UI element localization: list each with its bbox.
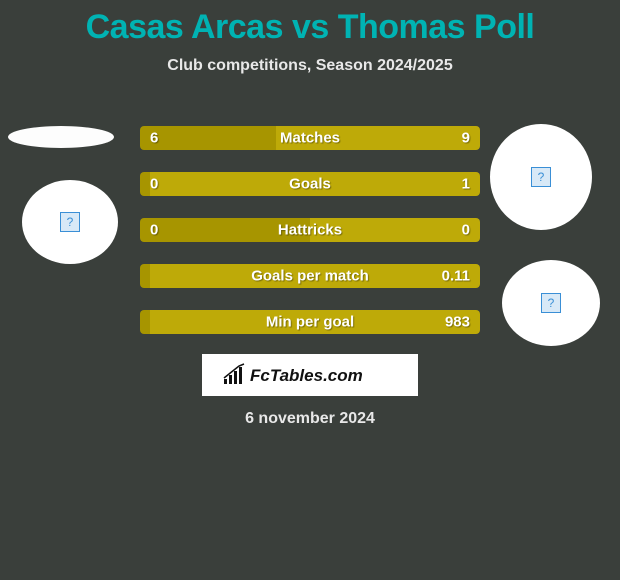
stat-value-right: 983 <box>445 314 470 331</box>
stat-label: Hattricks <box>278 222 342 239</box>
subtitle: Club competitions, Season 2024/2025 <box>0 57 620 75</box>
stat-bar-left-segment <box>140 264 150 288</box>
fctables-logo-icon: FcTables.com <box>220 361 400 389</box>
comparison-bars: 6 9 Matches 0 1 Goals 0 0 Hattricks 0.11 Goals per… <box>140 126 480 356</box>
vs-label: vs <box>292 8 329 46</box>
stat-label: Goals <box>289 176 331 193</box>
stat-label: Min per goal <box>266 314 354 331</box>
avatar-placeholder-icon: ? <box>60 212 80 232</box>
stat-value-left: 6 <box>150 130 158 147</box>
stat-bar: 0.11 Goals per match <box>140 264 480 288</box>
player1-avatar: ? <box>22 180 118 264</box>
stat-bar-left-segment <box>140 310 150 334</box>
avatar-placeholder-icon: ? <box>541 293 561 313</box>
stat-value-right: 1 <box>462 176 470 193</box>
decor-ellipse <box>8 126 114 148</box>
stat-value-right: 0.11 <box>442 268 470 285</box>
stat-label: Matches <box>280 130 340 147</box>
svg-text:FcTables.com: FcTables.com <box>250 366 363 385</box>
page-title: Casas Arcas vs Thomas Poll <box>0 0 620 47</box>
stat-value-left: 0 <box>150 176 158 193</box>
fctables-logo: FcTables.com <box>202 354 418 396</box>
stat-bar: 6 9 Matches <box>140 126 480 150</box>
player2-avatar-secondary: ? <box>502 260 600 346</box>
stat-bar-left-segment <box>140 126 276 150</box>
date-label: 6 november 2024 <box>245 410 375 428</box>
stat-bar: 0 0 Hattricks <box>140 218 480 242</box>
player2-name: Thomas Poll <box>338 8 535 46</box>
stat-value-right: 9 <box>462 130 470 147</box>
stat-bar-left-segment <box>140 172 150 196</box>
player2-avatar: ? <box>490 124 592 230</box>
stat-value-right: 0 <box>462 222 470 239</box>
stat-bar: 0 1 Goals <box>140 172 480 196</box>
stat-bar: 983 Min per goal <box>140 310 480 334</box>
stat-label: Goals per match <box>251 268 369 285</box>
avatar-placeholder-icon: ? <box>531 167 551 187</box>
stat-value-left: 0 <box>150 222 158 239</box>
player1-name: Casas Arcas <box>86 8 283 46</box>
